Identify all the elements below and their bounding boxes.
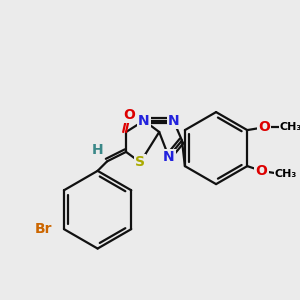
Text: N: N xyxy=(168,114,179,128)
Text: O: O xyxy=(258,120,270,134)
Text: N: N xyxy=(163,150,175,164)
Text: N: N xyxy=(138,114,150,128)
Text: O: O xyxy=(123,108,135,122)
Text: Br: Br xyxy=(34,222,52,236)
Text: H: H xyxy=(92,143,103,157)
Text: O: O xyxy=(256,164,267,178)
Text: CH₃: CH₃ xyxy=(275,169,297,179)
Text: CH₃: CH₃ xyxy=(280,122,300,132)
Text: S: S xyxy=(135,155,145,169)
